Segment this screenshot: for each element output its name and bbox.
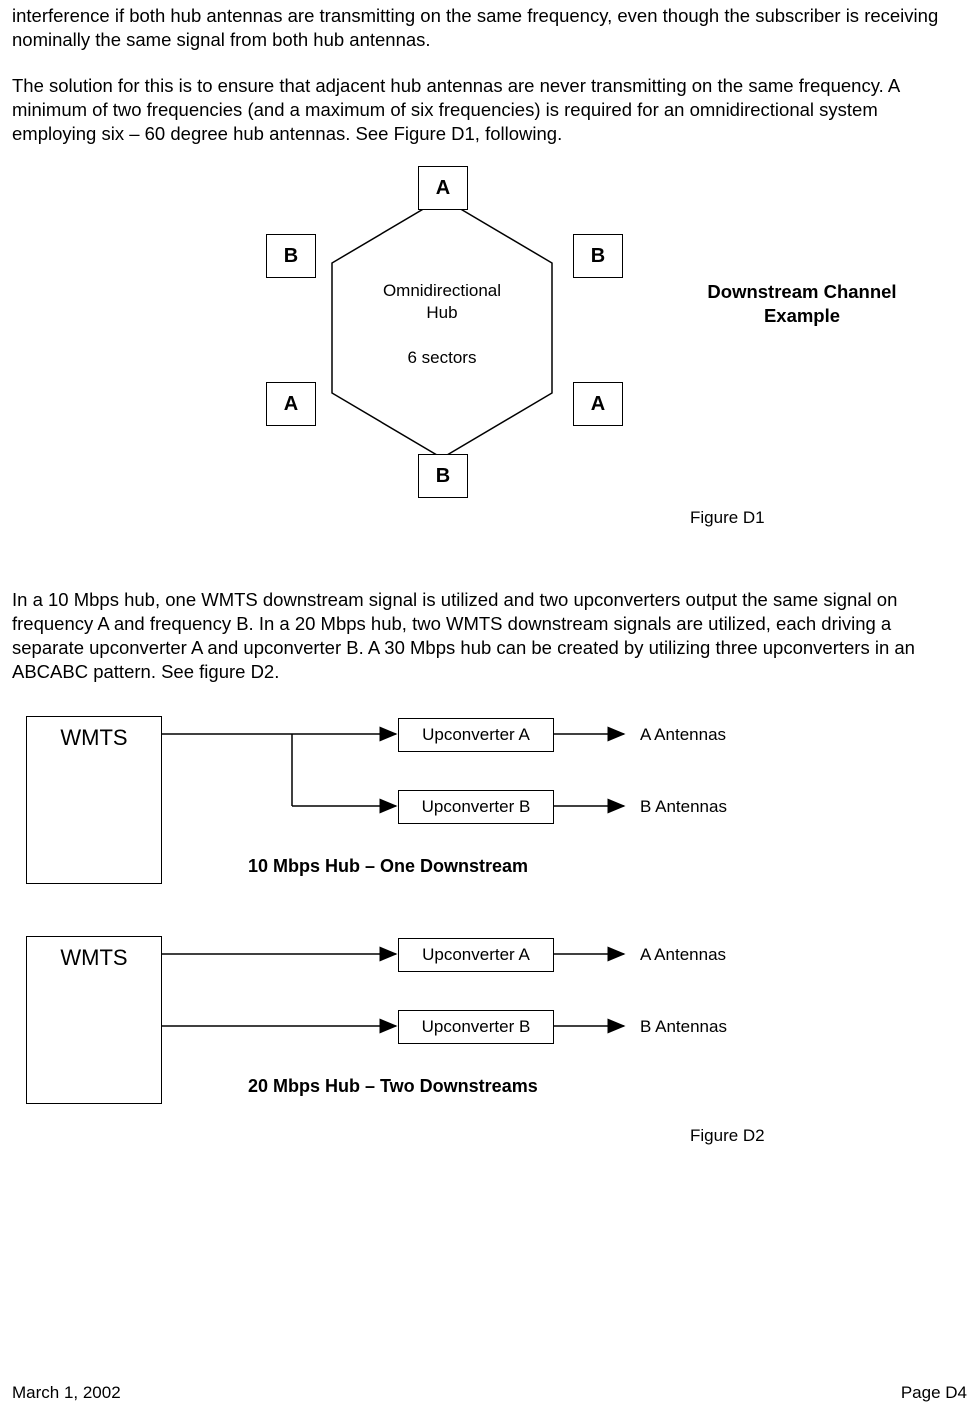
upconverter-b-20: Upconverter B <box>398 1010 554 1044</box>
antenna-b-10: B Antennas <box>640 797 727 817</box>
sector-top: A <box>418 166 468 210</box>
sector-top-right: B <box>573 234 623 278</box>
d1-title-line-2: Example <box>764 305 840 326</box>
paragraph-3: In a 10 Mbps hub, one WMTS downstream si… <box>12 588 967 684</box>
caption-10mbps: 10 Mbps Hub – One Downstream <box>248 856 528 877</box>
hub-label: Omnidirectional Hub 6 sectors <box>312 280 572 368</box>
hub-line-3: 6 sectors <box>408 348 477 367</box>
figure-d1: Omnidirectional Hub 6 sectors A B A B A … <box>12 168 967 548</box>
antenna-b-20: B Antennas <box>640 1017 727 1037</box>
upconverter-a-10: Upconverter A <box>398 718 554 752</box>
sector-bottom-left: A <box>266 382 316 426</box>
figure-d2: WMTS Upconverter A Upconverter B A Anten… <box>12 706 967 1236</box>
page-footer: March 1, 2002 Page D4 <box>12 1383 967 1403</box>
footer-page: Page D4 <box>901 1383 967 1403</box>
sector-bottom-right: A <box>573 382 623 426</box>
document-page: interference if both hub antennas are tr… <box>0 0 979 1421</box>
figure-d2-caption: Figure D2 <box>690 1126 765 1146</box>
antenna-a-20: A Antennas <box>640 945 726 965</box>
hub-line-1: Omnidirectional <box>383 281 501 300</box>
figure-d1-title: Downstream Channel Example <box>672 280 932 328</box>
footer-date: March 1, 2002 <box>12 1383 121 1403</box>
upconverter-b-10: Upconverter B <box>398 790 554 824</box>
d1-title-line-1: Downstream Channel <box>707 281 896 302</box>
caption-20mbps: 20 Mbps Hub – Two Downstreams <box>248 1076 538 1097</box>
upconverter-a-20: Upconverter A <box>398 938 554 972</box>
sector-bottom: B <box>418 454 468 498</box>
paragraph-1: interference if both hub antennas are tr… <box>12 4 967 52</box>
antenna-a-10: A Antennas <box>640 725 726 745</box>
sector-top-left: B <box>266 234 316 278</box>
figure-d1-caption: Figure D1 <box>690 508 765 528</box>
hub-line-2: Hub <box>426 303 457 322</box>
paragraph-2: The solution for this is to ensure that … <box>12 74 967 146</box>
